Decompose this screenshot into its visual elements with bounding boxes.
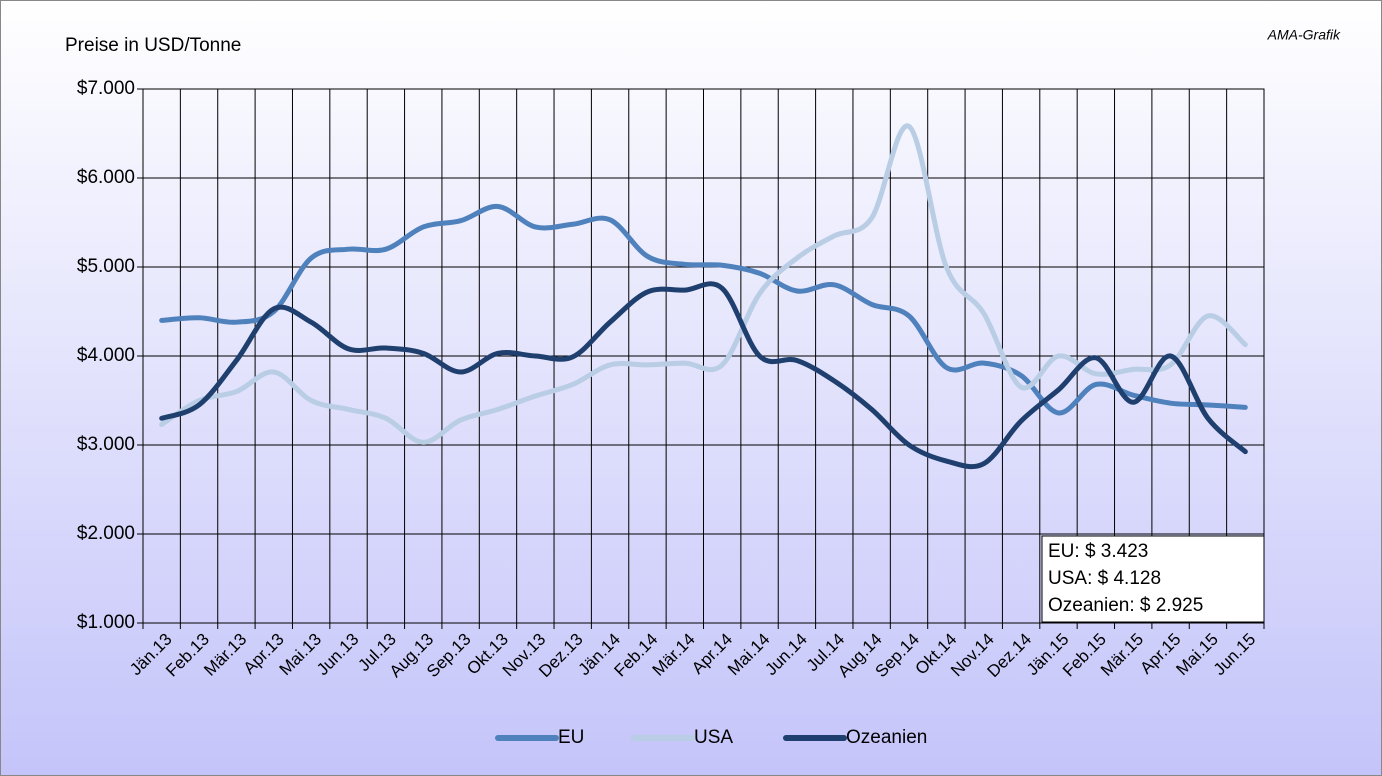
y-tick-label: $7.000	[77, 78, 135, 99]
y-tick-label: $1.000	[77, 612, 135, 633]
legend-label: Ozeanien	[846, 727, 927, 748]
annotation-text: EU: $ 3.423	[1048, 541, 1148, 562]
plot-border	[142, 88, 1265, 624]
annotation-text: Ozeanien: $ 2.925	[1048, 595, 1203, 616]
y-tick-label: $4.000	[77, 345, 135, 366]
series-line	[159, 203, 1248, 416]
chart-title: Preise in USD/Tonne	[65, 35, 241, 56]
source-label: AMA-Grafik	[1267, 27, 1341, 43]
y-tick-label: $5.000	[77, 256, 135, 277]
legend-label: EU	[558, 727, 584, 748]
series-line	[159, 281, 1248, 470]
y-tick-label: $6.000	[77, 167, 135, 188]
y-tick-label: $3.000	[77, 434, 135, 455]
legend-label: USA	[694, 727, 733, 748]
y-tick-label: $2.000	[77, 523, 135, 544]
series-line	[159, 123, 1248, 445]
annotation-box	[1041, 535, 1265, 623]
annotation-text: USA: $ 4.128	[1048, 568, 1161, 589]
